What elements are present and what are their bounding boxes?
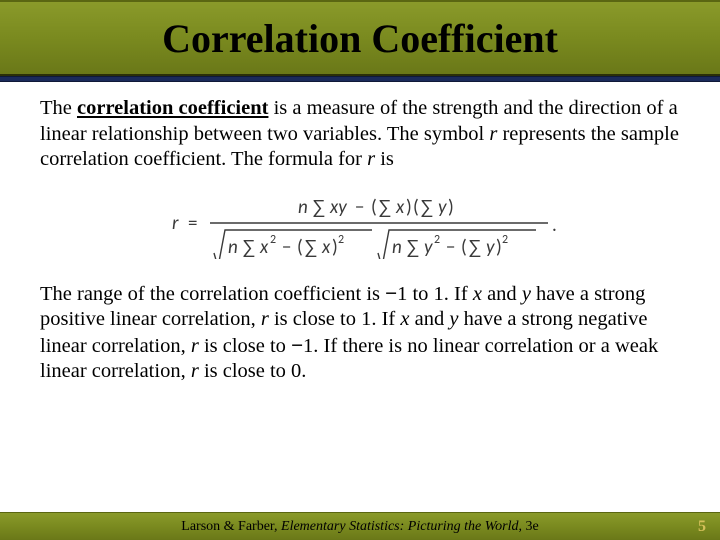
f-x: x [259,236,269,259]
footer-book: Elementary Statistics: Picturing the Wor… [281,519,518,534]
sum-icon: ∑ [406,237,420,258]
f-n: n [392,236,402,259]
symbol-x: x [473,283,482,305]
text: is [375,148,394,170]
sum-icon: ∑ [420,197,434,218]
symbol-r: r [191,335,199,357]
title-bar: Correlation Coefficient [0,0,720,76]
f-sq: 2 [270,233,276,247]
f-y: y [424,236,433,259]
range-paragraph: The range of the correlation coefficient… [40,281,680,386]
sum-icon: ∑ [304,237,318,258]
footer-citation: Larson & Farber, Elementary Statistics: … [181,519,538,535]
minus-sign: − [291,334,303,357]
f-x: x [395,196,405,219]
sum-icon: ∑ [242,237,256,258]
f-minus: − [355,196,364,219]
symbol-r: r [191,360,199,382]
intro-paragraph: The correlation coefficient is a measure… [40,96,680,173]
symbol-x: x [400,308,409,330]
footer-authors: Larson & Farber, [181,519,281,534]
sum-icon: ∑ [468,237,482,258]
f-lp: ( [297,236,303,259]
f-minus: − [282,236,291,259]
f-y: y [486,236,495,259]
symbol-r: r [261,308,269,330]
text: is close to 1. If [269,308,401,330]
f-rp: ) [406,196,412,219]
sqrt-left: n ∑ x 2 − ( ∑ x ) 2 [214,230,372,259]
f-eq: = [188,212,197,235]
footer-edition: , 3e [518,519,538,534]
text: 1 to 1. If [397,283,473,305]
f-minus: − [446,236,455,259]
f-period: . [552,214,557,237]
symbol-y: y [522,283,531,305]
text: is close to [199,335,291,357]
text: The [40,97,77,119]
page-number: 5 [698,518,706,536]
symbol-r: r [367,148,375,170]
f-sq: 2 [502,233,508,247]
f-n: n [228,236,238,259]
formula-svg: r = n ∑ xy − ( ∑ x ) ( ∑ [150,187,570,259]
f-y: y [438,196,447,219]
defined-term: correlation coefficient [77,97,268,119]
sqrt-right: n ∑ y 2 − ( ∑ y ) 2 [378,230,536,259]
sum-icon: ∑ [378,197,392,218]
numerator: n ∑ xy − ( ∑ x ) ( ∑ y ) [298,196,454,219]
text: and [482,283,522,305]
text: and [410,308,450,330]
f-rp: ) [332,236,338,259]
minus-sign: − [385,282,397,305]
f-lp: ( [371,196,377,219]
sum-icon: ∑ [312,197,326,218]
f-xy: xy [329,196,347,219]
formula: r = n ∑ xy − ( ∑ x ) ( ∑ [40,187,680,267]
f-lp: ( [461,236,467,259]
f-sq: 2 [338,233,344,247]
denominator: n ∑ x 2 − ( ∑ x ) 2 [214,230,536,259]
slide: Correlation Coefficient The correlation … [0,0,720,540]
content-area: The correlation coefficient is a measure… [0,82,720,512]
f-lp: ( [413,196,419,219]
f-sq: 2 [434,233,440,247]
f-rp: ) [496,236,502,259]
f-x: x [321,236,331,259]
text: is close to 0. [199,360,307,382]
f-r: r [172,212,179,235]
f-n: n [298,196,308,219]
slide-title: Correlation Coefficient [162,15,558,62]
text: The range of the correlation coefficient… [40,283,385,305]
f-rp: ) [448,196,454,219]
footer-bar: Larson & Farber, Elementary Statistics: … [0,512,720,540]
